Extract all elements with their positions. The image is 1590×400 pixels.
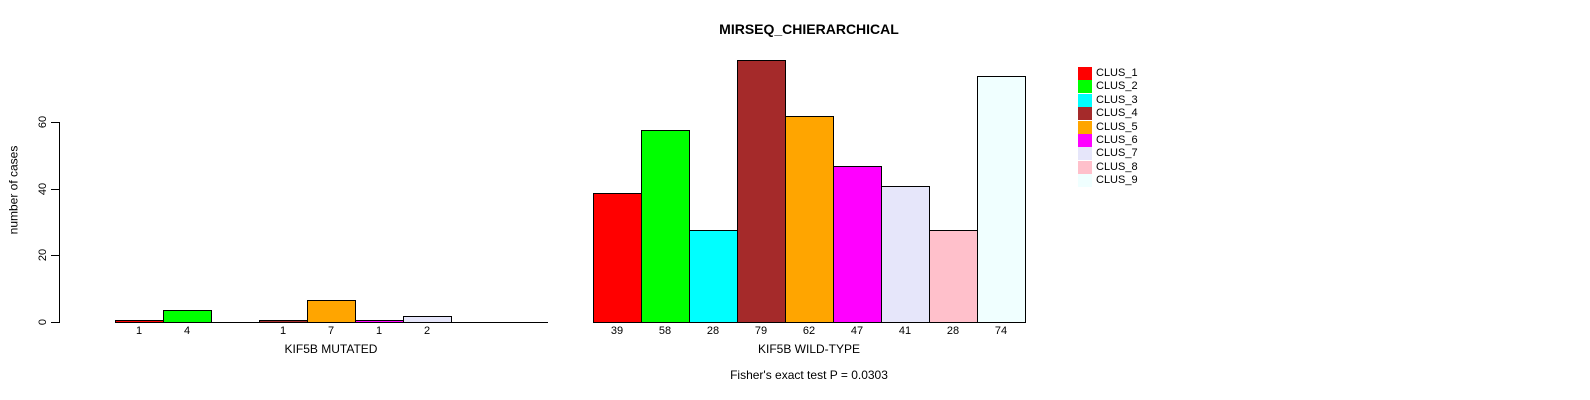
y-tick-label: 20 <box>37 248 49 262</box>
bar-value-label: 2 <box>423 325 431 337</box>
bar-value-label: 39 <box>610 325 624 337</box>
legend-swatch <box>1078 80 1092 93</box>
legend-swatch <box>1078 121 1092 134</box>
x-axis-label-mutated: KIF5B MUTATED <box>284 342 378 356</box>
legend-swatch <box>1078 67 1092 80</box>
bar-value-label: 1 <box>135 325 143 337</box>
legend-label: CLUS_5 <box>1096 121 1138 133</box>
bar-value-label: 74 <box>994 325 1008 337</box>
bar-value-label: 1 <box>375 325 383 337</box>
bar-clus_5 <box>785 116 834 323</box>
legend-label: CLUS_4 <box>1096 107 1138 119</box>
legend-swatch <box>1078 161 1092 174</box>
legend-label: CLUS_8 <box>1096 161 1138 173</box>
chart-title: MIRSEQ_CHIERARCHICAL <box>719 21 899 37</box>
fisher-test-annotation: Fisher's exact test P = 0.0303 <box>730 368 888 382</box>
bar-clus_4 <box>737 60 786 323</box>
y-axis-line <box>59 122 60 323</box>
legend-swatch <box>1078 94 1092 107</box>
bar-clus_5 <box>307 300 356 323</box>
legend-item: CLUS_7 <box>1078 147 1138 160</box>
y-axis-title: number of cases <box>6 145 21 235</box>
bar-clus_6 <box>833 166 882 323</box>
y-axis-tick <box>51 322 59 323</box>
legend-label: CLUS_2 <box>1096 80 1138 92</box>
bar-value-label: 28 <box>706 325 720 337</box>
bar-value-label: 41 <box>898 325 912 337</box>
bar-clus_4 <box>259 320 308 323</box>
bar-clus_3 <box>689 230 738 323</box>
y-axis-tick <box>51 122 59 123</box>
bar-clus_2 <box>163 310 212 323</box>
legend-item: CLUS_9 <box>1078 174 1138 187</box>
legend-label: CLUS_6 <box>1096 134 1138 146</box>
y-axis-tick <box>51 189 59 190</box>
legend-item: CLUS_4 <box>1078 107 1138 120</box>
bar-clus_2 <box>641 130 690 323</box>
bar-value-label: 58 <box>658 325 672 337</box>
bar-value-label: 28 <box>946 325 960 337</box>
y-tick-label: 60 <box>37 115 49 129</box>
legend-item: CLUS_5 <box>1078 121 1138 134</box>
legend-label: CLUS_7 <box>1096 147 1138 159</box>
legend-label: CLUS_1 <box>1096 67 1138 79</box>
legend-item: CLUS_3 <box>1078 94 1138 107</box>
bar-value-label: 79 <box>754 325 768 337</box>
bar-clus_1 <box>115 320 164 323</box>
legend-item: CLUS_8 <box>1078 161 1138 174</box>
bar-value-label: 47 <box>850 325 864 337</box>
bar-clus_7 <box>403 316 452 323</box>
y-axis-tick <box>51 255 59 256</box>
bar-clus_1 <box>593 193 642 323</box>
y-tick-label: 0 <box>37 318 49 326</box>
legend-item: CLUS_2 <box>1078 80 1138 93</box>
legend-swatch <box>1078 107 1092 120</box>
legend-swatch <box>1078 134 1092 147</box>
bar-clus_6 <box>355 320 404 323</box>
legend-swatch <box>1078 147 1092 160</box>
bar-clus_9 <box>977 76 1026 323</box>
bar-value-label: 62 <box>802 325 816 337</box>
bar-value-label: 7 <box>327 325 335 337</box>
bar-clus_7 <box>881 186 930 323</box>
legend-label: CLUS_3 <box>1096 94 1138 106</box>
bar-value-label: 4 <box>183 325 191 337</box>
legend-item: CLUS_1 <box>1078 67 1138 80</box>
x-axis-label-wildtype: KIF5B WILD-TYPE <box>757 342 861 356</box>
bar-value-label: 1 <box>279 325 287 337</box>
legend-label: CLUS_9 <box>1096 174 1138 186</box>
legend-item: CLUS_6 <box>1078 134 1138 147</box>
bar-clus_8 <box>929 230 978 323</box>
y-tick-label: 40 <box>37 182 49 196</box>
legend-swatch <box>1078 174 1092 187</box>
